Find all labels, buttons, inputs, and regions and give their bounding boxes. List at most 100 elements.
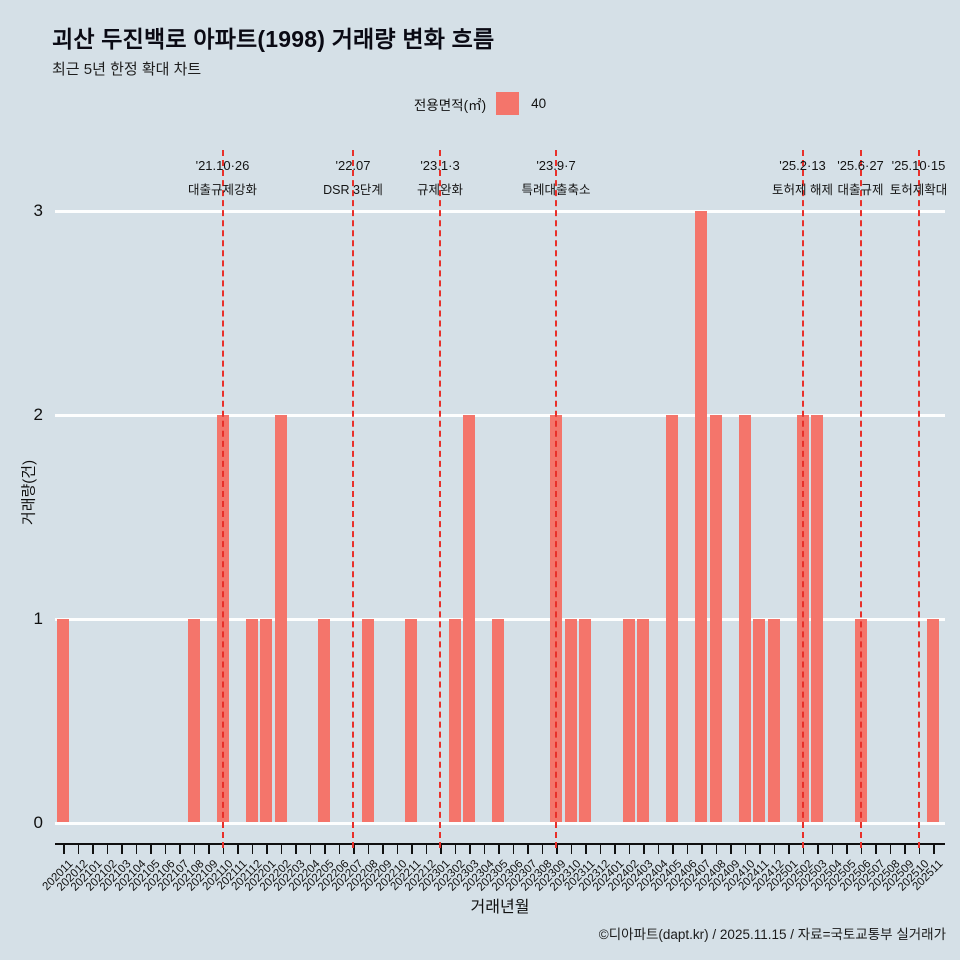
x-tick — [730, 845, 732, 854]
x-tick — [541, 845, 544, 854]
event-vline — [439, 150, 441, 848]
x-tick — [469, 845, 471, 854]
bar — [637, 619, 649, 822]
x-tick — [106, 845, 109, 854]
x-tick — [324, 845, 326, 854]
bar — [666, 415, 678, 822]
x-tick — [556, 845, 558, 854]
bar — [695, 211, 707, 822]
x-tick — [788, 845, 790, 854]
bar — [463, 415, 475, 822]
x-tick — [396, 845, 399, 854]
x-tick — [309, 845, 312, 854]
x-tick — [701, 845, 703, 854]
event-label: 토허제 해제 — [772, 183, 833, 197]
x-tick — [295, 845, 297, 854]
event-vline — [555, 150, 557, 848]
x-tick — [715, 845, 718, 854]
x-tick — [440, 845, 442, 854]
x-tick — [208, 845, 210, 854]
x-tick — [527, 845, 529, 854]
bar — [448, 619, 461, 822]
x-tick — [411, 845, 413, 854]
x-tick — [266, 845, 268, 854]
event-label: 대출규제강화 — [187, 183, 258, 197]
gridline — [55, 209, 945, 213]
event-label: 토허제확대 — [889, 183, 948, 197]
x-tick — [338, 845, 341, 854]
event-date: '23.9·7 — [536, 158, 576, 173]
bar — [274, 415, 287, 822]
x-tick — [933, 845, 935, 854]
page-subtitle: 최근 5년 한정 확대 차트 — [52, 61, 202, 78]
x-tick — [483, 845, 486, 854]
x-tick — [150, 845, 152, 854]
x-tick — [222, 845, 225, 854]
legend-series-name: 40 — [531, 96, 547, 111]
event-label: DSR 3단계 — [323, 183, 383, 197]
x-tick — [353, 845, 355, 854]
x-tick — [512, 845, 515, 854]
x-tick — [498, 845, 500, 854]
x-axis-title: 거래년월 — [470, 899, 530, 916]
x-axis — [55, 843, 945, 845]
event-date: '22.07 — [335, 158, 371, 173]
bar — [927, 619, 939, 822]
event-vline — [801, 150, 804, 848]
y-tick-label: 3 — [33, 201, 43, 220]
x-tick — [875, 845, 877, 854]
bar — [753, 619, 765, 822]
legend-label: 전용면적(㎡) — [413, 97, 487, 113]
x-tick — [759, 845, 761, 854]
bar — [579, 619, 591, 822]
chart-legend: 전용면적(㎡) 40 — [0, 92, 960, 115]
x-tick — [614, 845, 616, 854]
y-tick-label: 2 — [33, 405, 43, 424]
bar — [622, 619, 635, 822]
event-label: 특례대출축소 — [521, 183, 591, 197]
event-date: '25.10·15 — [891, 158, 946, 173]
bar — [361, 619, 374, 822]
x-tick — [628, 845, 631, 854]
gridline — [55, 821, 945, 825]
x-tick — [686, 845, 689, 854]
x-tick — [77, 845, 80, 854]
x-tick — [889, 845, 892, 854]
x-tick — [179, 845, 181, 854]
x-tick — [802, 845, 805, 854]
x-tick — [454, 845, 457, 854]
x-tick — [744, 845, 747, 854]
x-tick — [251, 845, 254, 854]
event-vline — [352, 150, 354, 848]
x-tick — [904, 845, 906, 854]
x-tick — [831, 845, 834, 854]
bar — [811, 415, 823, 822]
bar — [57, 619, 69, 822]
x-tick — [599, 845, 602, 854]
bar — [767, 619, 780, 822]
x-tick — [643, 845, 645, 854]
x-tick — [237, 845, 239, 854]
legend-swatch-icon — [496, 92, 520, 115]
credit-text: ©디아파트(dapt.kr) / 2025.11.15 / 자료=국토교통부 실… — [598, 927, 946, 942]
y-tick-label: 1 — [33, 609, 43, 628]
x-tick — [164, 845, 167, 854]
x-tick — [860, 845, 863, 854]
event-date: '21.10·26 — [195, 158, 250, 173]
x-tick — [367, 845, 370, 854]
bar — [738, 415, 751, 822]
x-tick — [585, 845, 587, 854]
x-tick — [135, 845, 138, 854]
x-tick — [773, 845, 776, 854]
bar — [492, 619, 504, 822]
event-label: 규제완화 — [416, 183, 464, 197]
x-tick — [672, 845, 674, 854]
bar — [318, 619, 330, 822]
bar — [187, 619, 200, 822]
gridline — [55, 413, 945, 417]
bar — [564, 619, 577, 822]
bar — [245, 619, 258, 822]
x-tick — [657, 845, 660, 854]
bar — [405, 619, 417, 822]
